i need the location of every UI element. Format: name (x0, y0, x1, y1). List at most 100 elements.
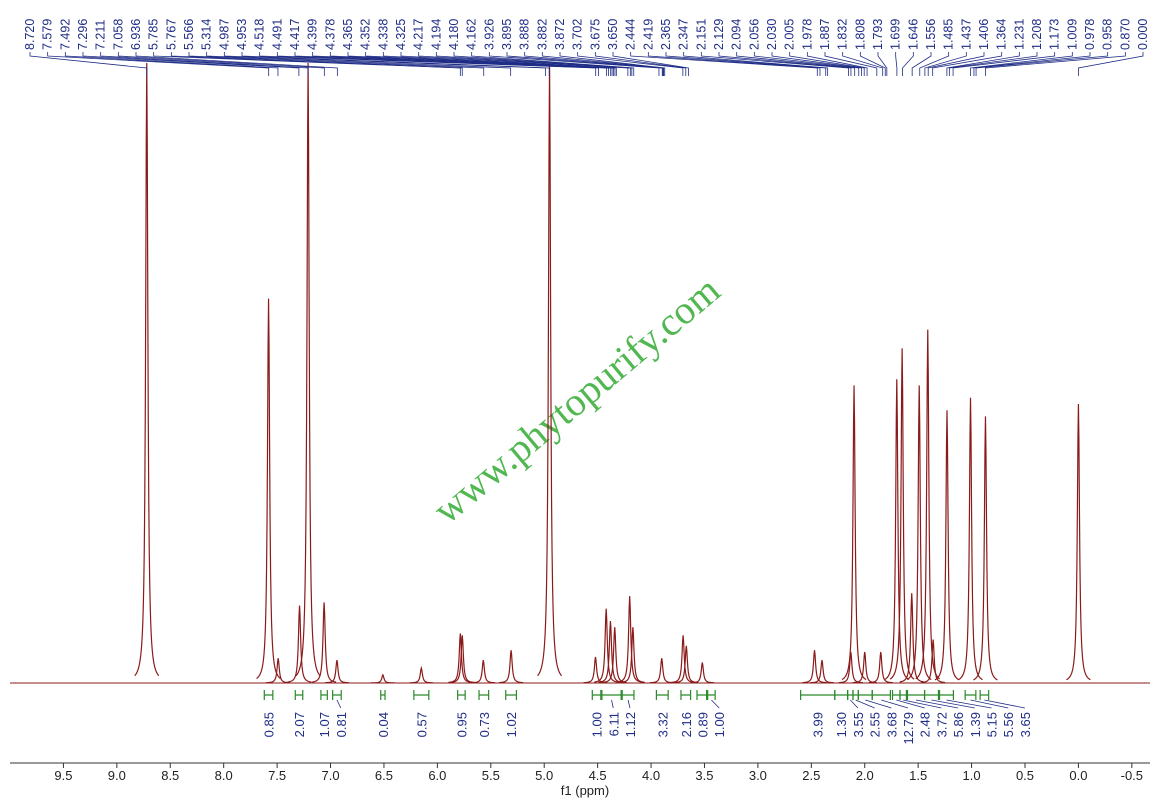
integral-bracket (847, 690, 854, 700)
peak (450, 635, 475, 684)
integral-label: 1.39 (968, 712, 983, 737)
x-tick-label: 7.0 (321, 768, 339, 783)
integral-label: 6.11 (606, 712, 621, 736)
peak-label: 3.872 (553, 19, 567, 50)
peak-label: 1.173 (1048, 19, 1062, 50)
integral-label: 1.30 (834, 712, 849, 737)
integral-leader (855, 699, 875, 709)
x-tick-label: 6.5 (375, 768, 393, 783)
peak-connector (683, 52, 829, 76)
integral-label: 3.32 (655, 712, 670, 737)
peak-label: 2.444 (624, 19, 638, 50)
peak-connector (400, 52, 617, 76)
x-tick-label: 5.0 (535, 768, 553, 783)
integral-leader (970, 699, 1009, 709)
peak (973, 416, 998, 681)
peak-label: 5.767 (164, 19, 178, 50)
peak-connector (153, 52, 461, 76)
integral-bracket (294, 690, 304, 700)
integral-bracket (707, 690, 716, 700)
peak (889, 348, 915, 680)
peak-connector (924, 52, 967, 76)
peak-label: 4.953 (235, 19, 249, 50)
integral-label: 0.73 (477, 712, 492, 737)
peak-label: 3.702 (571, 19, 585, 50)
integral-leader (946, 699, 992, 709)
peak-label: 1.832 (836, 19, 850, 50)
peak-connector (753, 52, 860, 76)
integral-bracket (380, 690, 386, 700)
integral-bracket (923, 690, 940, 700)
peak-label: 3.675 (588, 19, 602, 50)
peak-label: 4.518 (253, 19, 267, 50)
peak-label: 0.978 (1083, 19, 1097, 50)
integral-leader (711, 699, 720, 709)
peak-label: 6.936 (129, 19, 143, 50)
x-tick-label: 4.0 (642, 768, 660, 783)
peak (448, 633, 473, 684)
peak (802, 650, 827, 684)
peak-label: 1.009 (1065, 19, 1079, 50)
peak-connector (541, 52, 665, 76)
integral-label: 5.15 (985, 712, 1000, 737)
integral-bracket (906, 690, 926, 700)
x-axis-label: f1 (ppm) (561, 783, 609, 798)
peak-label: 4.378 (323, 19, 337, 50)
peak-label: 2.419 (641, 19, 655, 50)
integral-leader (881, 699, 909, 709)
peak-connector (506, 52, 663, 76)
peak (868, 651, 893, 684)
integral-label: 0.04 (376, 712, 391, 737)
integral-label: 3.68 (884, 712, 899, 737)
peak-connector (927, 52, 985, 76)
peak-label: 4.352 (359, 19, 373, 50)
integral-leader (931, 699, 975, 709)
peak-connector (859, 52, 886, 76)
peak-connector (665, 52, 827, 76)
peak-connector (736, 52, 856, 76)
integral-bracket (413, 690, 430, 700)
integral-bracket (964, 690, 977, 700)
integral-label: 1.00 (590, 712, 605, 737)
peak-label: 1.699 (889, 19, 903, 50)
peak (934, 410, 960, 681)
peak-connector (919, 52, 950, 76)
integral-bracket (505, 690, 518, 700)
integral-label: 5.56 (1001, 712, 1016, 737)
peak-label: 2.005 (783, 19, 797, 50)
peak-label: 4.180 (447, 19, 461, 50)
peak-connector (29, 52, 148, 76)
peak-label: 1.364 (995, 19, 1009, 50)
x-tick-label: 1.0 (963, 768, 981, 783)
peak-label: 1.887 (818, 19, 832, 50)
peak-label: 5.314 (200, 19, 214, 50)
peak-connector (135, 52, 338, 76)
integral-bracket (834, 690, 849, 700)
peak (370, 673, 395, 684)
peak-label: 4.162 (465, 19, 479, 50)
peak (690, 662, 715, 684)
peak-connector (577, 52, 684, 76)
peak (958, 397, 983, 681)
peak (287, 605, 312, 683)
peak-label: 7.579 (41, 19, 55, 50)
peak-connector (985, 52, 1126, 76)
integral-label: 0.81 (334, 712, 349, 737)
peak-label: 3.926 (482, 19, 496, 50)
peak-label: 2.030 (765, 19, 779, 50)
x-tick-label: 0.5 (1016, 768, 1034, 783)
peak (841, 385, 867, 681)
x-tick-label: 6.0 (428, 768, 446, 783)
integral-bracket (680, 690, 692, 700)
x-tick-label: 5.5 (482, 768, 500, 783)
peak-label: 5.566 (182, 19, 196, 50)
peak-label: 2.056 (747, 19, 761, 50)
peak-connector (970, 52, 1073, 76)
integral-label: 3.55 (851, 712, 866, 737)
integral-bracket (621, 690, 635, 700)
peak-connector (365, 52, 614, 76)
peak-label: 3.888 (518, 19, 532, 50)
integral-label: 0.95 (454, 712, 469, 737)
integral-label: 2.16 (679, 712, 694, 737)
integral-label: 1.12 (623, 712, 638, 737)
